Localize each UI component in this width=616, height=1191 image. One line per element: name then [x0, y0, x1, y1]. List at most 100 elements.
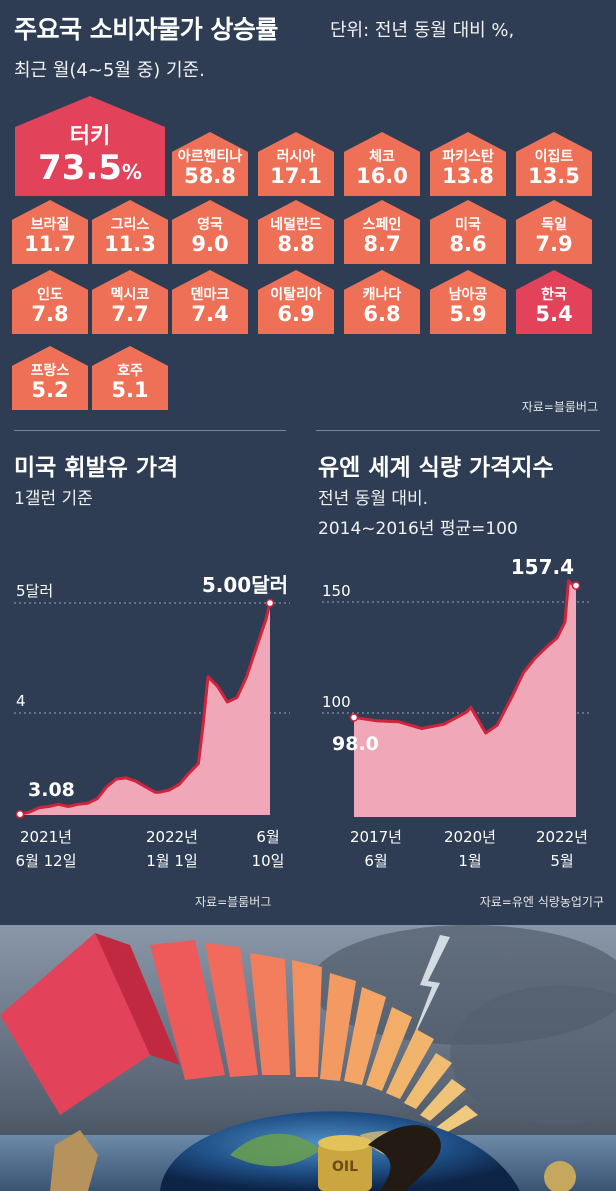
oil-chart-title: 미국 휘발유 가격 [14, 455, 179, 481]
country-value: 16.0 [356, 164, 408, 188]
country-value: 6.8 [363, 302, 401, 326]
page-title: 주요국 소비자물가 상승률 [14, 15, 278, 44]
country-value: 17.1 [270, 164, 322, 188]
country-house-mexico: 멕시코 7.7 [92, 270, 168, 334]
country-value: 5.1 [111, 378, 149, 402]
unit-note: 단위: 전년 동월 대비 %, [330, 20, 515, 41]
country-house-pakistan: 파키스탄 13.8 [430, 132, 506, 196]
country-name: 캐나다 [362, 287, 402, 303]
oil-ytick-5: 5달러 [16, 582, 53, 600]
country-value: 5.4 [535, 302, 573, 326]
country-house-south-africa: 남아공 5.9 [430, 270, 506, 334]
country-name: 스페인 [362, 217, 402, 233]
oil-start-label: 3.08 [28, 779, 75, 801]
country-value: 9.0 [191, 232, 229, 256]
food-xlabel-3a: 2022년 [536, 828, 588, 846]
country-house-czech: 체코 16.0 [344, 132, 420, 196]
country-value: 13.8 [442, 164, 494, 188]
country-house-germany: 독일 7.9 [516, 200, 592, 264]
divider-left [14, 430, 286, 431]
oil-chart: 4 5달러 3.08 5.00달러 2021년 6월 12일 2022년 1월 … [14, 573, 290, 870]
country-name: 러시아 [276, 149, 316, 165]
country-house-russia: 러시아 17.1 [258, 132, 334, 196]
country-house-turkey: 터키 73.5% [15, 96, 165, 196]
country-name: 이탈리아 [270, 287, 322, 303]
country-house-greece: 그리스 11.3 [92, 200, 168, 264]
country-house-brazil: 브라질 11.7 [12, 200, 88, 264]
food-area [354, 580, 576, 817]
country-name: 영국 [197, 217, 223, 233]
country-house-denmark: 덴마크 7.4 [172, 270, 248, 334]
food-end-dot [571, 581, 581, 590]
country-house-italy: 이탈리아 6.9 [258, 270, 334, 334]
country-name: 파키스탄 [442, 149, 494, 165]
country-house-canada: 캐나다 6.8 [344, 270, 420, 334]
country-name: 호주 [117, 363, 143, 379]
country-house-uk: 영국 9.0 [172, 200, 248, 264]
country-value: 7.8 [31, 302, 69, 326]
basis-note: 최근 월(4~5월 중) 기준. [14, 60, 205, 81]
oil-start-dot [15, 809, 25, 819]
food-xlabel-1b: 6월 [364, 852, 387, 870]
country-house-france: 프랑스 5.2 [12, 346, 88, 410]
svg-text:OIL: OIL [332, 1159, 358, 1175]
oil-xlabel-1b: 6월 12일 [16, 852, 77, 870]
country-value: 58.8 [184, 164, 236, 188]
country-value: 7.7 [111, 302, 149, 326]
country-value: 7.4 [191, 302, 229, 326]
divider-right [316, 430, 600, 431]
country-house-netherlands: 네덜란드 8.8 [258, 200, 334, 264]
oil-area [20, 603, 270, 815]
country-name: 한국 [541, 287, 567, 303]
country-value: 8.6 [449, 232, 487, 256]
food-xlabel-2b: 1월 [458, 852, 481, 870]
country-value: 73.5% [38, 148, 142, 188]
oil-line [19, 602, 272, 816]
food-start-label: 98.0 [332, 733, 379, 755]
country-value: 8.8 [277, 232, 315, 256]
country-name: 그리스 [110, 217, 150, 233]
food-chart-subtitle-1: 전년 동월 대비. [318, 489, 429, 509]
country-value: 5.2 [31, 378, 69, 402]
country-value: 8.7 [363, 232, 401, 256]
food-source: 자료=유엔 식량농업기구 [479, 895, 604, 909]
country-value: 5.9 [449, 302, 487, 326]
oil-end-label: 5.00달러 [202, 573, 288, 597]
country-name: 프랑스 [30, 363, 70, 379]
country-name: 이집트 [534, 149, 574, 165]
country-value: 11.7 [24, 232, 76, 256]
country-name: 네덜란드 [270, 217, 322, 233]
country-house-india: 인도 7.8 [12, 270, 88, 334]
oil-xlabel-3b: 10일 [252, 852, 285, 870]
price-bars-fan [0, 933, 478, 1135]
food-start-dot [349, 713, 359, 722]
oil-xlabel-2a: 2022년 [146, 828, 198, 846]
oil-source: 자료=블룸버그 [195, 895, 272, 909]
country-name: 아르헨티나 [177, 149, 243, 165]
country-house-spain: 스페인 8.7 [344, 200, 420, 264]
oil-chart-subtitle: 1갤런 기준 [14, 489, 93, 509]
food-line [353, 579, 577, 735]
country-name: 터키 [69, 124, 111, 149]
food-xlabel-3b: 5월 [550, 852, 573, 870]
food-xlabel-1a: 2017년 [350, 828, 402, 846]
food-end-label: 157.4 [511, 555, 574, 579]
country-house-usa: 미국 8.6 [430, 200, 506, 264]
food-chart-subtitle-2: 2014~2016년 평균=100 [318, 519, 518, 539]
cpi-source: 자료=블룸버그 [521, 400, 598, 414]
food-ytick-100: 100 [322, 693, 351, 711]
country-house-argentina: 아르헨티나 58.8 [172, 132, 248, 196]
country-house-egypt: 이집트 13.5 [516, 132, 592, 196]
country-name: 남아공 [448, 287, 488, 303]
oil-end-dot [265, 598, 275, 608]
country-value: 11.3 [104, 232, 156, 256]
country-house-korea: 한국 5.4 [516, 270, 592, 334]
oil-barrel-icon: OIL [318, 1125, 441, 1191]
country-value: 13.5 [528, 164, 580, 188]
oil-ytick-4: 4 [16, 692, 26, 710]
country-house-australia: 호주 5.1 [92, 346, 168, 410]
country-name: 체코 [369, 149, 395, 165]
country-value: 7.9 [535, 232, 573, 256]
food-chart: 100 150 98.0 157.4 2017년 6월 2020년 1월 202… [322, 555, 592, 870]
food-ytick-150: 150 [322, 582, 351, 600]
